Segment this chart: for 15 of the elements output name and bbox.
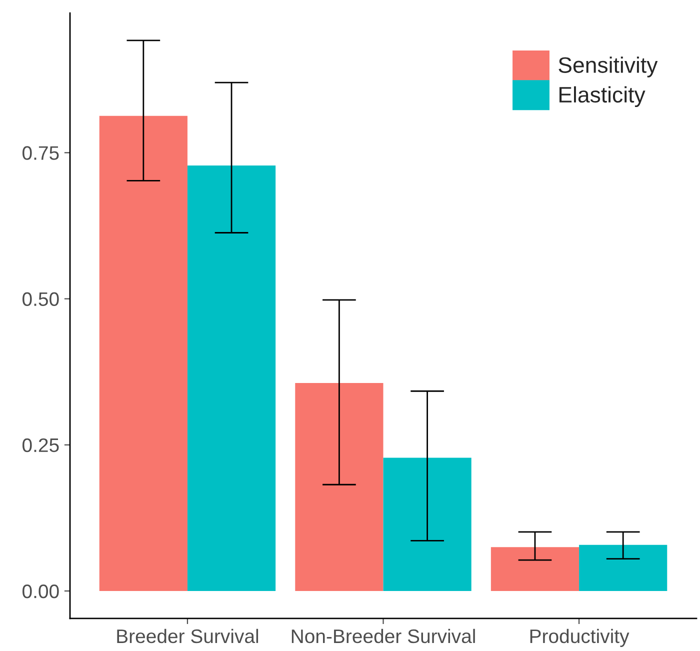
x-tick-label: Productivity <box>530 628 630 647</box>
bar <box>295 382 384 591</box>
y-tick-label: 0.00 <box>22 584 59 598</box>
legend-label: Elasticity <box>559 86 646 108</box>
y-tick-label: 0.75 <box>22 146 59 160</box>
bar <box>579 544 668 591</box>
y-tick-label: 0.25 <box>22 438 59 452</box>
bar <box>490 547 580 591</box>
bar <box>383 458 472 591</box>
bar <box>99 116 188 591</box>
x-tick-label: Breeder Survival <box>117 628 258 644</box>
y-tick-label: 0.50 <box>22 292 59 306</box>
legend-label: Sensitivity <box>558 56 658 78</box>
bar <box>187 166 276 591</box>
x-tick-label: Non-Breeder Survival <box>292 628 475 644</box>
